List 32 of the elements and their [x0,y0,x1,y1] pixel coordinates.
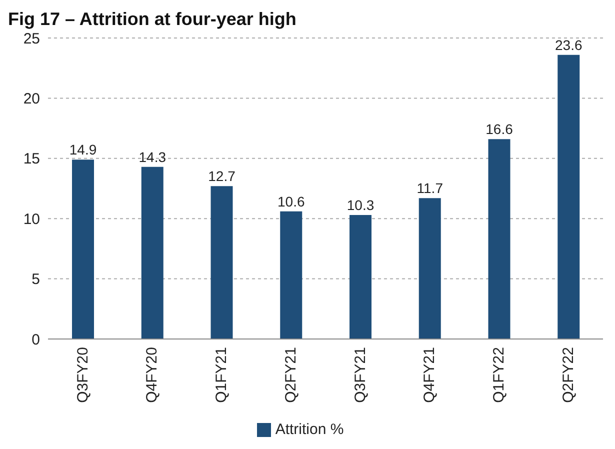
data-label: 14.3 [138,148,166,165]
x-tick-label: Q4FY21 [421,347,438,403]
y-tick-label: 20 [23,90,40,108]
x-tick-label: Q2FY22 [560,347,577,403]
x-tick-label: Q3FY20 [74,347,92,403]
bar [488,139,510,339]
data-label: 12.7 [208,168,236,184]
bar [72,160,94,339]
x-tick-label: Q2FY21 [282,347,300,403]
legend-label: Attrition % [275,421,344,438]
data-label: 14.9 [69,142,97,158]
x-tick-label: Q3FY21 [352,347,369,403]
x-tick-label: Q4FY20 [144,347,161,403]
bar [558,54,580,339]
y-tick-label: 25 [23,30,40,48]
data-label: 16.6 [486,121,514,138]
data-label: 11.7 [416,180,444,196]
y-tick-label: 5 [32,271,40,288]
data-label: 10.3 [346,196,374,213]
chart-title: Fig 17 – Attrition at four-year high [8,8,298,30]
y-tick-label: 15 [23,150,40,168]
x-tick-label: Q1FY22 [490,347,508,403]
data-label: 10.6 [278,193,305,210]
bar [350,214,372,339]
bar [280,211,302,339]
bar [141,166,164,339]
bar [418,198,441,339]
data-label: 23.6 [555,36,582,53]
x-tick-label: Q1FY21 [213,347,230,403]
y-tick-label: 0 [32,331,40,348]
y-tick-label: 10 [23,210,40,228]
bar [210,186,233,339]
